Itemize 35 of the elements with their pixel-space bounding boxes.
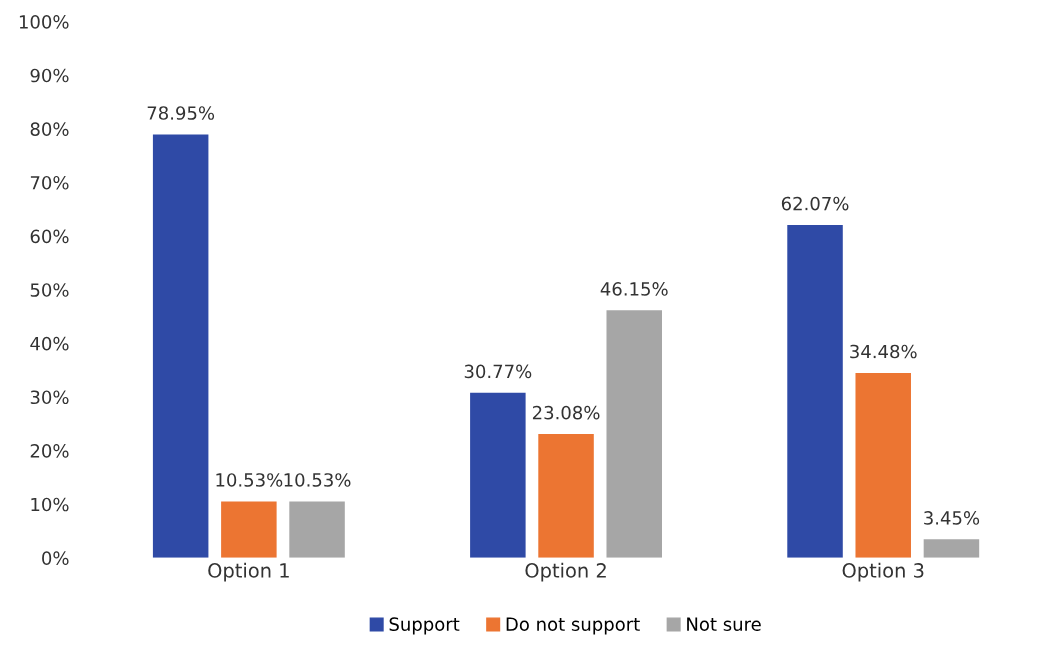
legend-label: Do not support bbox=[506, 617, 640, 635]
y-tick-label: 60% bbox=[30, 229, 69, 244]
bar bbox=[470, 392, 526, 558]
y-tick-label: 0% bbox=[42, 551, 69, 565]
bar bbox=[289, 501, 345, 558]
bar bbox=[787, 224, 843, 558]
y-tick-label: 20% bbox=[30, 444, 69, 458]
y-tick-label: 100% bbox=[19, 15, 69, 29]
y-tick-label: 80% bbox=[30, 122, 69, 136]
data-label: 46.15% bbox=[600, 282, 668, 296]
data-label: 10.53% bbox=[284, 473, 351, 487]
data-label: 30.77% bbox=[464, 364, 532, 379]
y-tick-label: 50% bbox=[30, 283, 69, 297]
bar bbox=[606, 310, 662, 558]
x-tick-label: Option 1 bbox=[208, 562, 289, 582]
bar bbox=[538, 434, 594, 558]
data-label: 62.07% bbox=[781, 196, 849, 211]
data-label: 23.08% bbox=[532, 405, 600, 420]
y-tick-label: 10% bbox=[31, 497, 69, 512]
y-tick-label: 40% bbox=[30, 336, 69, 351]
bar bbox=[923, 539, 980, 558]
y-tick-label: 90% bbox=[30, 68, 69, 83]
data-label: 10.53% bbox=[216, 473, 283, 487]
bar bbox=[221, 501, 277, 558]
x-tick-label: Option 2 bbox=[525, 562, 606, 582]
y-tick-label: 30% bbox=[30, 390, 69, 405]
legend-label: Not sure bbox=[687, 617, 761, 631]
data-label: 78.95% bbox=[147, 106, 215, 120]
y-tick-label: 70% bbox=[30, 175, 69, 190]
x-tick-label: Option 3 bbox=[842, 562, 924, 582]
bar bbox=[855, 372, 911, 558]
data-label: 3.45% bbox=[924, 511, 980, 525]
legend-label: Support bbox=[389, 617, 460, 635]
data-label: 34.48% bbox=[850, 344, 917, 359]
bar bbox=[152, 134, 209, 558]
